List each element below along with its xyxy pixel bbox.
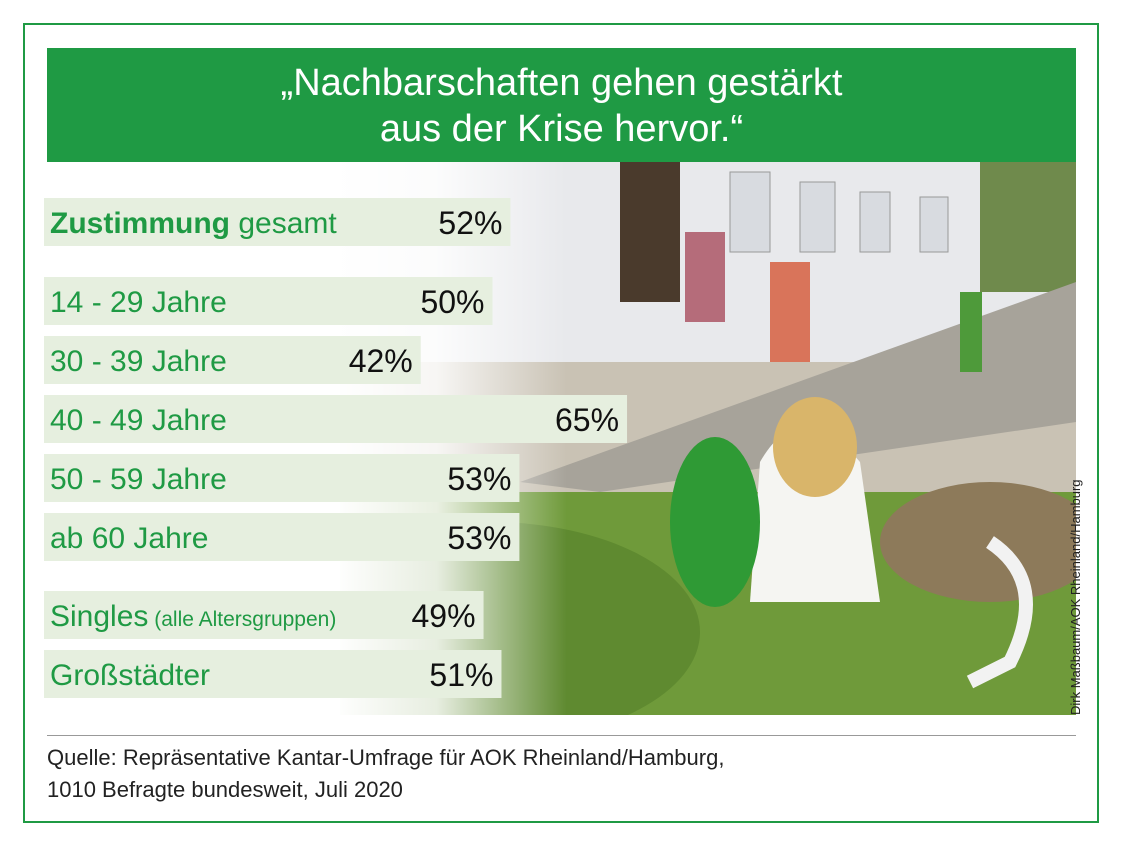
photo-credit: Dirk Maßbaum/AOK Rheinland/Hamburg bbox=[1068, 479, 1083, 715]
bar-value-5: 53% bbox=[447, 520, 511, 556]
bar-value-4: 53% bbox=[447, 461, 511, 497]
bar-1 bbox=[44, 277, 493, 325]
bar-label-5: ab 60 Jahre bbox=[50, 522, 208, 555]
bar-2 bbox=[44, 336, 421, 384]
bar-label-1: 14 - 29 Jahre bbox=[50, 286, 227, 319]
bar-label-6: Singles (alle Altersgruppen) bbox=[50, 600, 336, 633]
bar-label-2: 30 - 39 Jahre bbox=[50, 345, 227, 378]
page-title: „Nachbarschaften gehen gestärkt aus der … bbox=[47, 48, 1076, 162]
bar-label-3: 40 - 49 Jahre bbox=[50, 404, 227, 437]
bar-value-3: 65% bbox=[555, 402, 619, 438]
bar-4 bbox=[44, 454, 520, 502]
title-line-1: „Nachbarschaften gehen gestärkt bbox=[280, 62, 843, 104]
bar-0 bbox=[44, 198, 511, 246]
bar-value-7: 51% bbox=[429, 657, 493, 693]
bar-value-6: 49% bbox=[411, 598, 475, 634]
bar-3 bbox=[44, 395, 628, 443]
bar-label-7: Großstädter bbox=[50, 659, 210, 692]
bar-label-4: 50 - 59 Jahre bbox=[50, 463, 227, 496]
source-note: Quelle: Repräsentative Kantar-Umfrage fü… bbox=[47, 742, 1047, 806]
bar-7 bbox=[44, 650, 502, 698]
bar-value-0: 52% bbox=[438, 205, 502, 241]
bar-value-1: 50% bbox=[420, 284, 484, 320]
bar-5 bbox=[44, 513, 520, 561]
bar-value-2: 42% bbox=[349, 343, 413, 379]
divider bbox=[47, 735, 1076, 736]
source-line-1: Quelle: Repräsentative Kantar-Umfrage fü… bbox=[47, 745, 725, 770]
bar-6 bbox=[44, 591, 484, 639]
title-line-2: aus der Krise hervor.“ bbox=[379, 108, 744, 150]
bar-label-0: Zustimmung gesamt bbox=[50, 207, 337, 240]
source-line-2: 1010 Befragte bundesweit, Juli 2020 bbox=[47, 777, 403, 802]
